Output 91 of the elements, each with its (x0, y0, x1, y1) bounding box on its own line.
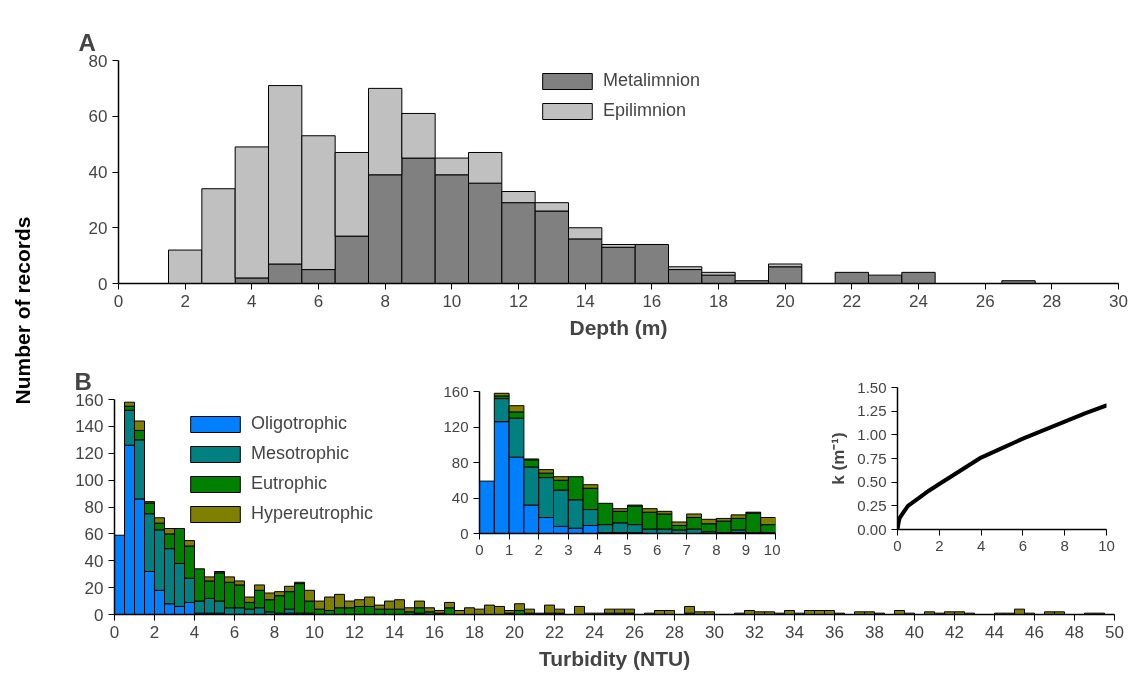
x-tick-label: 16 (425, 622, 444, 642)
x-tick-label: 10 (763, 540, 781, 558)
x-tick-label: 10 (442, 291, 462, 311)
x-tick-label: 34 (785, 622, 804, 642)
x-tick-label: 18 (709, 291, 728, 311)
x-tick-label: 30 (1109, 291, 1128, 311)
y-tick-label: 60 (88, 107, 108, 127)
x-tick-label: 22 (842, 291, 862, 311)
legend-label: Eutrophic (251, 473, 328, 494)
x-tick-label: 46 (1025, 622, 1044, 642)
x-tick-label: 8 (380, 291, 390, 311)
y-tick-label: 0.75 (857, 449, 887, 467)
x-tick-label: 30 (705, 622, 724, 642)
x-tick-label: 24 (585, 622, 604, 642)
x-tick-label: 0 (113, 291, 124, 311)
x-tick-label: 28 (665, 622, 684, 642)
x-tick-label: 44 (985, 622, 1004, 642)
y-tick-label: 60 (84, 524, 104, 544)
y-axis-title: Number of records (11, 216, 34, 405)
x-tick-label: 8 (269, 622, 280, 642)
y-tick-label: 20 (84, 578, 104, 598)
x-tick-label: 8 (1060, 536, 1069, 554)
legend-label: Mesotrophic (251, 443, 350, 464)
x-tick-label: 5 (623, 540, 632, 558)
x-tick-label: 3 (564, 540, 573, 558)
y-axis-title: k (m⁻¹) (829, 432, 849, 485)
x-tick-label: 6 (313, 291, 324, 311)
x-tick-label: 32 (745, 622, 764, 642)
x-tick-label: 12 (509, 291, 528, 311)
x-tick-label: 14 (385, 622, 404, 642)
y-tick-label: 20 (88, 218, 108, 238)
y-tick-label: 0.25 (857, 496, 887, 514)
y-tick-label: 100 (75, 471, 104, 491)
y-tick-label: 0.50 (857, 473, 887, 491)
x-tick-label: 10 (305, 622, 324, 642)
y-tick-label: 160 (443, 382, 469, 400)
y-tick-label: 1.50 (857, 378, 887, 396)
x-tick-label: 10 (1098, 536, 1115, 554)
legend-label: Metalimnion (602, 70, 701, 91)
x-tick-label: 6 (229, 622, 240, 642)
x-tick-label: 2 (149, 622, 160, 642)
x-tick-label: 0 (893, 536, 902, 554)
x-tick-label: 40 (905, 622, 924, 642)
x-tick-label: 20 (775, 291, 795, 311)
x-tick-label: 42 (945, 622, 964, 642)
y-tick-label: 40 (451, 489, 469, 506)
y-tick-label: 80 (451, 453, 469, 471)
y-tick-label: 80 (84, 498, 104, 517)
y-tick-label: 0 (460, 524, 469, 542)
x-tick-label: 0 (475, 540, 484, 558)
x-tick-label: 26 (625, 622, 644, 642)
y-tick-label: 1.00 (857, 425, 887, 443)
x-tick-label: 8 (712, 540, 721, 558)
x-tick-label: 6 (1018, 536, 1028, 554)
y-tick-label: 120 (443, 418, 469, 435)
legend-label: Oligotrophic (251, 413, 348, 434)
y-tick-label: 120 (75, 444, 104, 464)
x-tick-label: 2 (180, 291, 190, 311)
x-tick-label: 9 (741, 540, 751, 558)
y-tick-label: 1.25 (857, 402, 887, 420)
legend-label: Hypereutrophic (251, 503, 374, 524)
x-tick-label: 1 (504, 540, 514, 558)
y-tick-label: 0 (94, 605, 104, 625)
x-tick-label: 4 (189, 622, 200, 642)
x-tick-label: 12 (345, 622, 364, 642)
x-tick-label: 48 (1065, 622, 1084, 642)
x-tick-label: 2 (935, 536, 944, 554)
x-tick-label: 36 (825, 622, 844, 642)
x-tick-label: 50 (1105, 622, 1124, 642)
y-tick-label: 140 (75, 417, 104, 437)
x-tick-label: 6 (652, 540, 662, 558)
x-tick-label: 20 (505, 622, 524, 642)
x-axis-title: Turbidity (NTU) (538, 646, 691, 670)
x-tick-label: 38 (865, 622, 884, 642)
x-tick-label: 7 (682, 540, 691, 558)
x-tick-label: 2 (534, 540, 543, 558)
x-tick-label: 28 (1042, 291, 1062, 311)
x-tick-label: 24 (909, 291, 928, 311)
x-tick-label: 22 (545, 622, 564, 642)
x-tick-label: 4 (593, 540, 603, 558)
y-tick-label: 0 (98, 274, 108, 294)
y-tick-label: 0.00 (857, 520, 887, 538)
legend-label: Epilimnion (602, 100, 687, 121)
x-tick-label: 14 (575, 291, 595, 311)
x-tick-label: 4 (976, 536, 986, 554)
x-tick-label: 18 (465, 622, 484, 642)
x-tick-label: 4 (247, 291, 257, 311)
x-tick-label: 26 (975, 291, 995, 311)
x-tick-label: 16 (642, 291, 662, 311)
y-tick-label: 40 (88, 163, 108, 182)
x-axis-title: Depth (m) (569, 315, 668, 339)
